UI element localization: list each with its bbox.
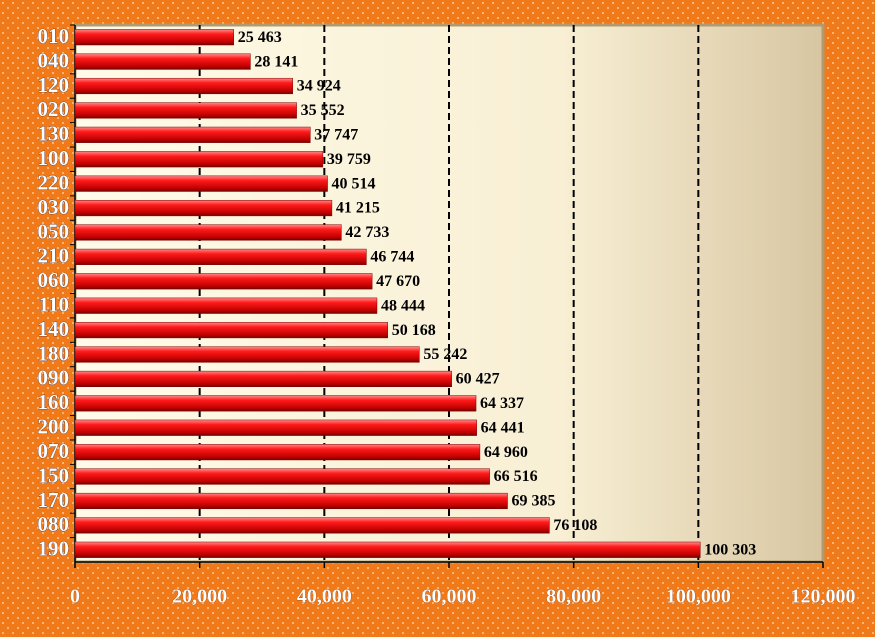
- y-tick-label: 010: [38, 24, 70, 48]
- bar: [74, 224, 342, 241]
- value-label: 39 759: [327, 151, 371, 168]
- y-tick-label: 070: [38, 439, 70, 463]
- x-tick-label: 60,000: [422, 586, 477, 608]
- bar: [74, 444, 481, 461]
- bar: [74, 419, 477, 436]
- bar: [74, 151, 324, 168]
- value-label: 46 744: [370, 249, 414, 266]
- bar: [74, 346, 420, 363]
- bar: [74, 492, 508, 510]
- y-tick-label: 060: [38, 268, 70, 292]
- y-tick-label: 040: [38, 48, 70, 72]
- value-label: 64 960: [484, 444, 528, 461]
- y-tick-label: 150: [38, 463, 70, 487]
- y-tick-label: 110: [39, 293, 69, 317]
- x-tick-label: 80,000: [546, 586, 601, 608]
- bar: [74, 322, 388, 339]
- y-tick-label: 050: [38, 219, 70, 243]
- value-label: 25 463: [238, 29, 282, 46]
- x-tick-label: 100,000: [666, 586, 731, 608]
- value-label: 47 670: [376, 273, 420, 290]
- value-label: 64 337: [480, 395, 524, 412]
- bar: [74, 370, 452, 387]
- bar: [74, 53, 251, 70]
- y-tick-label: 130: [38, 122, 70, 146]
- y-tick-label: 080: [38, 512, 70, 536]
- bar: [74, 248, 367, 265]
- bar: [74, 29, 234, 46]
- value-label: 34 924: [297, 78, 341, 95]
- y-tick-label: 100: [38, 146, 70, 170]
- value-label: 66 516: [494, 468, 538, 485]
- value-label: 69 385: [511, 493, 555, 510]
- value-label: 60 427: [456, 371, 500, 388]
- y-tick-label: 220: [38, 170, 70, 194]
- y-tick-label: 210: [38, 244, 70, 268]
- y-tick-label: 120: [38, 73, 70, 97]
- y-tick-label: 090: [38, 366, 70, 390]
- y-tick-label: 020: [38, 97, 70, 121]
- y-tick-label: 140: [38, 317, 70, 341]
- value-label: 55 242: [423, 346, 467, 363]
- bar: [74, 297, 378, 314]
- value-label: 100 303: [704, 541, 756, 558]
- x-tick-label: 40,000: [297, 586, 352, 608]
- bar: [74, 541, 701, 558]
- bar: [74, 395, 477, 412]
- value-label: 76 108: [553, 517, 597, 534]
- value-label: 35 552: [301, 102, 345, 119]
- value-label: 48 444: [381, 297, 425, 314]
- x-tick-label: 0: [70, 586, 80, 608]
- y-tick-label: 030: [38, 195, 70, 219]
- y-tick-label: 200: [38, 415, 70, 439]
- bar: [74, 126, 311, 143]
- bar: [74, 200, 333, 217]
- bar: [74, 468, 490, 485]
- value-label: 28 141: [254, 53, 298, 70]
- value-label: 40 514: [332, 175, 376, 192]
- bar: [74, 273, 373, 290]
- y-tick-label: 170: [38, 488, 70, 512]
- bar: [74, 77, 293, 95]
- value-label: 42 733: [345, 224, 389, 241]
- x-tick-label: 120,000: [791, 586, 856, 608]
- value-label: 64 441: [481, 419, 525, 436]
- value-label: 41 215: [336, 200, 380, 217]
- bar: [74, 517, 550, 534]
- value-label: 37 747: [314, 127, 358, 144]
- bar: [74, 102, 297, 119]
- y-tick-label: 160: [38, 390, 70, 414]
- bar: [74, 175, 328, 192]
- y-tick-label: 190: [38, 537, 70, 561]
- y-tick-label: 180: [38, 341, 70, 365]
- x-tick-label: 20,000: [172, 586, 227, 608]
- value-label: 50 168: [392, 322, 436, 339]
